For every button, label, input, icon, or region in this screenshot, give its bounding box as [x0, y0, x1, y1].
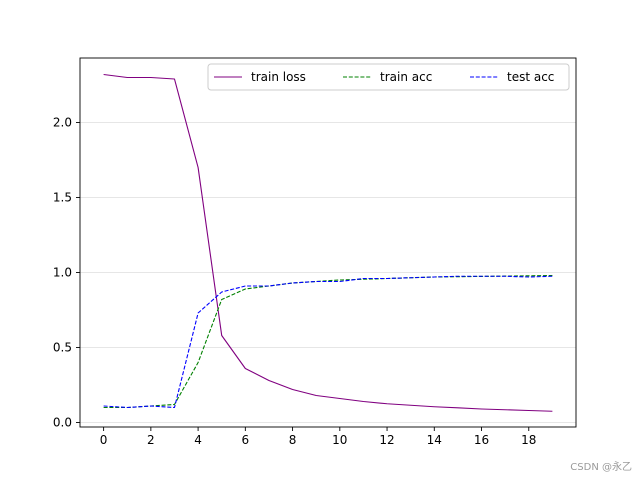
series-layer	[103, 73, 553, 412]
series-line-train-acc	[103, 274, 553, 409]
grid-lines	[80, 122, 576, 423]
legend-label-test-acc: test acc	[507, 70, 554, 84]
y-tick-label: 0.0	[53, 416, 72, 430]
x-tick-label: 18	[521, 433, 536, 447]
legend-label-train-acc: train acc	[380, 70, 432, 84]
x-tick-label: 12	[379, 433, 394, 447]
axes: 0 2 4 6 8 10 12 14 16 18 0.0 0.5 1.0 1.5 2.0	[53, 57, 577, 447]
watermark: CSDN @永乙	[570, 462, 632, 473]
series-line-train-loss	[103, 73, 553, 412]
y-tick-label: 1.0	[53, 266, 72, 280]
x-tick-label: 10	[332, 433, 347, 447]
legend-box	[207, 63, 570, 91]
x-tick-label: 6	[242, 433, 250, 447]
y-tick-label: 2.0	[53, 116, 72, 130]
x-tick-label: 8	[289, 433, 297, 447]
x-tick-label: 16	[474, 433, 489, 447]
y-tick-label: 0.5	[53, 341, 72, 355]
legend: train loss train acc test acc	[207, 63, 570, 91]
series-line-test-acc	[103, 275, 553, 409]
x-tick-label: 0	[100, 433, 108, 447]
x-tick-label: 4	[194, 433, 202, 447]
x-tick-label: 2	[147, 433, 155, 447]
legend-label-train-loss: train loss	[251, 70, 306, 84]
plot-frame	[79, 57, 577, 428]
x-tick-label: 14	[427, 433, 442, 447]
y-tick-label: 1.5	[53, 191, 72, 205]
